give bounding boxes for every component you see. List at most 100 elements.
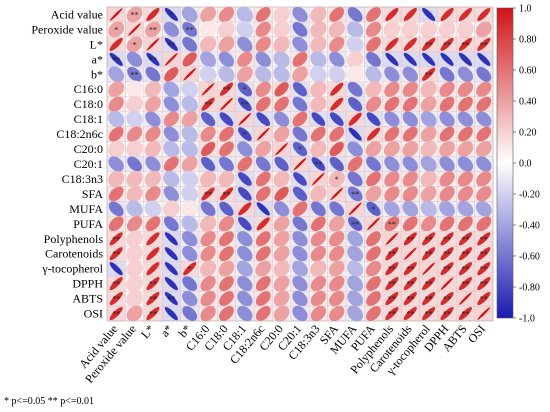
correlation-ellipse (200, 141, 216, 157)
correlation-ellipse (182, 231, 198, 247)
correlation-ellipse (477, 307, 491, 320)
correlation-ellipse (237, 82, 252, 97)
correlation-ellipse (329, 231, 345, 247)
colorbar-tick-label: 0.20 (519, 128, 537, 139)
correlation-ellipse (108, 81, 125, 98)
correlation-ellipse (108, 126, 124, 142)
correlation-ellipse (475, 200, 492, 217)
significance-marker: ** (480, 280, 488, 289)
correlation-ellipse (164, 262, 178, 276)
correlation-ellipse (162, 200, 180, 218)
row-label: C18:3n3 (62, 172, 103, 186)
significance-marker: * (243, 130, 247, 139)
colorbar-tick-label: 0.60 (519, 66, 537, 77)
significance-marker: ** (112, 55, 120, 64)
correlation-ellipse (384, 171, 400, 187)
correlation-ellipse (422, 262, 435, 275)
correlation-ellipse (312, 172, 325, 186)
significance-marker: ** (406, 235, 414, 244)
correlation-ellipse (292, 22, 308, 37)
correlation-ellipse (238, 187, 252, 201)
correlation-ellipse (402, 66, 418, 82)
correlation-ellipse (476, 81, 492, 97)
correlation-ellipse (273, 126, 290, 142)
correlation-ellipse (126, 290, 143, 307)
correlation-ellipse (476, 96, 492, 112)
correlation-ellipse (439, 186, 455, 202)
correlation-ellipse (146, 262, 160, 276)
correlation-ellipse (200, 290, 216, 307)
correlation-ellipse (348, 112, 362, 126)
correlation-ellipse (366, 231, 381, 247)
correlation-ellipse (420, 111, 437, 128)
correlation-ellipse (402, 111, 418, 127)
correlation-ellipse (310, 275, 327, 292)
correlation-ellipse (422, 292, 436, 306)
significance-marker: ** (461, 265, 469, 274)
colorbar-tick-label: -1.0 (519, 314, 535, 325)
significance-marker: ** (461, 40, 469, 49)
correlation-ellipse (183, 67, 197, 81)
correlation-ellipse (422, 67, 436, 81)
row-label: Carotenoids (45, 247, 103, 261)
correlation-ellipse (273, 305, 290, 322)
correlation-ellipse (439, 111, 455, 127)
correlation-ellipse (476, 216, 492, 232)
correlation-ellipse (273, 51, 290, 68)
correlation-ellipse (458, 262, 472, 276)
correlation-ellipse (255, 171, 271, 187)
significance-marker: ** (388, 280, 396, 289)
correlation-ellipse (440, 306, 454, 321)
row-label: C16:0 (74, 82, 103, 96)
significance-marker: ** (443, 40, 451, 49)
correlation-ellipse (422, 247, 436, 261)
correlation-ellipse (329, 305, 345, 322)
correlation-ellipse (347, 275, 364, 292)
correlation-ellipse (182, 246, 198, 262)
correlation-ellipse (365, 186, 382, 202)
correlation-ellipse (366, 112, 381, 126)
correlation-ellipse (199, 215, 217, 232)
significance-marker: ** (131, 70, 139, 79)
significance-marker: ** (314, 160, 322, 169)
significance-marker: ** (461, 280, 469, 289)
correlation-ellipse (347, 186, 363, 202)
row-label: Polyphenols (44, 232, 104, 246)
correlation-ellipse (328, 21, 345, 38)
correlation-ellipse (219, 156, 234, 172)
correlation-ellipse (218, 170, 235, 188)
correlation-ellipse (476, 126, 492, 142)
correlation-ellipse (164, 247, 178, 261)
correlation-ellipse (144, 81, 162, 98)
correlation-ellipse (273, 215, 290, 232)
correlation-ellipse (292, 51, 308, 67)
correlation-ellipse (348, 97, 363, 112)
correlation-ellipse (347, 260, 364, 277)
correlation-ellipse (384, 186, 400, 202)
correlation-ellipse (292, 290, 308, 307)
correlation-ellipse (476, 186, 492, 202)
correlation-ellipse (475, 141, 492, 157)
correlation-ellipse (164, 67, 179, 82)
correlation-ellipse (163, 140, 180, 158)
significance-marker: * (372, 205, 376, 214)
correlation-ellipse (255, 186, 271, 202)
correlation-ellipse (438, 21, 456, 38)
row-label: Peroxide value (31, 22, 103, 36)
correlation-ellipse (200, 6, 216, 23)
correlation-ellipse (310, 231, 327, 247)
correlation-ellipse (403, 247, 417, 261)
correlation-ellipse (255, 276, 271, 292)
correlation-ellipse (108, 201, 124, 217)
correlation-ellipse (200, 112, 216, 127)
significance-marker: ** (406, 310, 414, 319)
correlation-ellipse (108, 96, 124, 112)
correlation-ellipse (328, 215, 345, 232)
significance-marker: ** (149, 280, 157, 289)
correlation-ellipse (109, 52, 123, 66)
correlation-ellipse (457, 21, 474, 38)
correlation-ellipse (348, 127, 362, 141)
correlation-ellipse (273, 290, 290, 307)
correlation-ellipse (384, 156, 400, 172)
